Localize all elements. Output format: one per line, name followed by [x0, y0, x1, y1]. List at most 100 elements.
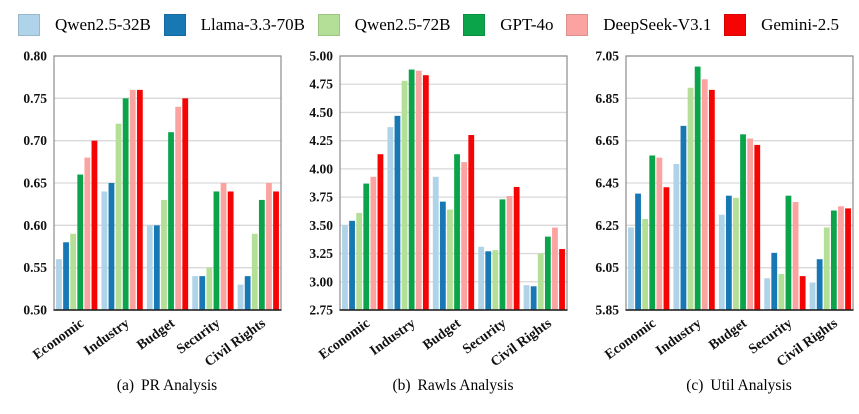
chart-svg: 0.50 0.55 0.60 0.65 0.70 0.75 0.80 EconomicIndu… [23, 49, 282, 370]
bar-deepseek-v3-1-industry [129, 89, 136, 310]
bar-llama-3-3-70b-budget [439, 201, 446, 310]
y-tick-label: 6.85 [595, 91, 619, 106]
legend-label: Qwen2.5-32B [55, 15, 151, 34]
bar-llama-3-3-70b-security [199, 276, 206, 310]
bar-qwen2-5-32b-industry [101, 191, 108, 310]
legend-item-gemini-2-5: Gemini-2.5 [724, 14, 839, 36]
caption-pr-analysis: (a) PR Analysis [24, 377, 310, 395]
bar-llama-3-3-70b-economic [63, 242, 69, 310]
bar-qwen2-5-32b-economic [628, 227, 634, 310]
bar-qwen2-5-72b-economic [356, 212, 363, 310]
legend-swatch-icon [317, 14, 340, 36]
legend-label: Qwen2.5-72B [354, 15, 451, 34]
bar-gpt-4o-security [213, 191, 220, 310]
y-tick-label: 0.60 [23, 218, 47, 233]
legend-swatch-icon [566, 14, 589, 36]
chart-util-analysis: 5.85 6.05 6.25 6.45 6.65 6.85 7.05 Economic Indu… [572, 43, 858, 375]
legend-swatch-icon [463, 14, 486, 36]
caption-rawls-analysis: (b) Rawls Analysis [310, 377, 596, 395]
y-tick-label: 0.50 [23, 303, 47, 318]
bar-gemini-2-5-budget [754, 144, 761, 310]
caption-prefix: (a) [116, 377, 134, 394]
y-tick-label: 0.70 [23, 133, 47, 148]
bar-qwen2-5-32b-industry [387, 127, 394, 311]
bar-deepseek-v3-1-budget [175, 106, 182, 310]
bar-deepseek-v3-1-industry [701, 79, 708, 310]
bar-qwen2-5-72b-security [206, 267, 213, 310]
x-category-label: Economic [30, 316, 87, 363]
bar-qwen2-5-32b-security [478, 246, 485, 310]
bar-llama-3-3-70b-budget [725, 195, 732, 310]
bar-gpt-4o-security [785, 195, 792, 310]
y-tick-label: 5.85 [595, 303, 619, 318]
bar-qwen2-5-32b-civil-rights [809, 282, 816, 310]
legend-swatch-icon [724, 14, 747, 36]
bar-qwen2-5-32b-budget [432, 176, 439, 310]
bar-llama-3-3-70b-civil-rights [244, 276, 251, 310]
legend-item-gpt-4o: GPT-4o [463, 14, 553, 36]
chart-svg: 2.75 3.00 3.25 3.50 3.75 4.00 4.25 4.50 4.75 5.00… [309, 49, 568, 370]
bar-gemini-2-5-security [799, 276, 806, 310]
bar-llama-3-3-70b-industry [394, 115, 401, 310]
y-tick-label: 6.05 [595, 260, 619, 275]
captions-row: (a) PR Analysis (b) Rawls Analysis (c) Util… [0, 377, 859, 395]
y-tick-label: 2.75 [309, 303, 333, 318]
bar-gpt-4o-budget [454, 154, 460, 310]
bar-qwen2-5-32b-budget [146, 225, 153, 310]
legend-label: Gemini-2.5 [761, 15, 839, 34]
legend-item-qwen2-5-32b: Qwen2.5-32B [18, 14, 151, 36]
bar-deepseek-v3-1-economic [656, 157, 663, 310]
bar-gemini-2-5-industry [708, 89, 715, 310]
bar-gemini-2-5-industry [422, 75, 429, 310]
bar-gpt-4o-budget [168, 132, 174, 310]
legend-label: DeepSeek-V3.1 [603, 15, 712, 34]
bar-gemini-2-5-civil-rights [273, 191, 279, 310]
bar-deepseek-v3-1-security [220, 183, 227, 310]
bar-gpt-4o-industry [408, 69, 415, 310]
bar-llama-3-3-70b-industry [108, 183, 115, 310]
legend-label: GPT-4o [500, 15, 554, 34]
x-category-label: Budget [420, 316, 464, 353]
bar-qwen2-5-32b-security [764, 278, 771, 310]
bar-qwen2-5-72b-industry [115, 123, 122, 310]
y-tick-label: 0.75 [23, 91, 47, 106]
bar-qwen2-5-72b-civil-rights [251, 233, 258, 310]
bar-gemini-2-5-economic [91, 140, 98, 310]
x-category-label: Economic [602, 316, 659, 363]
bar-gemini-2-5-economic [377, 154, 384, 310]
bar-qwen2-5-72b-budget [447, 209, 453, 310]
bar-deepseek-v3-1-security [792, 202, 799, 310]
legend-swatch-icon [18, 14, 40, 36]
x-category-label: Economic [316, 316, 373, 363]
y-tick-label: 6.45 [595, 176, 619, 191]
bar-qwen2-5-72b-economic [642, 218, 649, 310]
bar-gemini-2-5-security [513, 186, 520, 310]
bar-qwen2-5-72b-economic [70, 233, 77, 310]
bar-gpt-4o-civil-rights [544, 236, 551, 310]
y-tick-label: 0.65 [23, 176, 47, 191]
bar-gpt-4o-industry [122, 98, 129, 310]
legend-item-llama-3-3-70b: Llama-3.3-70B [163, 14, 305, 36]
bar-gemini-2-5-civil-rights [559, 249, 565, 310]
bar-deepseek-v3-1-civil-rights [552, 227, 558, 310]
bar-deepseek-v3-1-civil-rights [266, 183, 272, 310]
bar-gpt-4o-civil-rights [258, 199, 265, 310]
bar-gpt-4o-economic [77, 174, 84, 310]
caption-util-analysis: (c) Util Analysis [596, 377, 859, 395]
bar-gpt-4o-economic [649, 155, 656, 310]
bar-gpt-4o-industry [694, 66, 701, 310]
bar-gemini-2-5-budget [468, 135, 475, 310]
bar-gemini-2-5-budget [182, 98, 189, 310]
y-tick-label: 3.00 [309, 274, 333, 289]
bar-qwen2-5-72b-civil-rights [823, 227, 830, 310]
caption-title: Rawls Analysis [417, 377, 514, 394]
bar-llama-3-3-70b-civil-rights [816, 259, 823, 310]
bar-llama-3-3-70b-security [485, 251, 492, 310]
bar-qwen2-5-32b-civil-rights [237, 284, 244, 310]
y-tick-label: 4.25 [309, 133, 333, 148]
x-category-label: Budget [706, 316, 750, 353]
y-tick-label: 6.65 [595, 133, 619, 148]
bar-qwen2-5-72b-industry [401, 80, 408, 310]
bar-gpt-4o-security [499, 199, 506, 310]
